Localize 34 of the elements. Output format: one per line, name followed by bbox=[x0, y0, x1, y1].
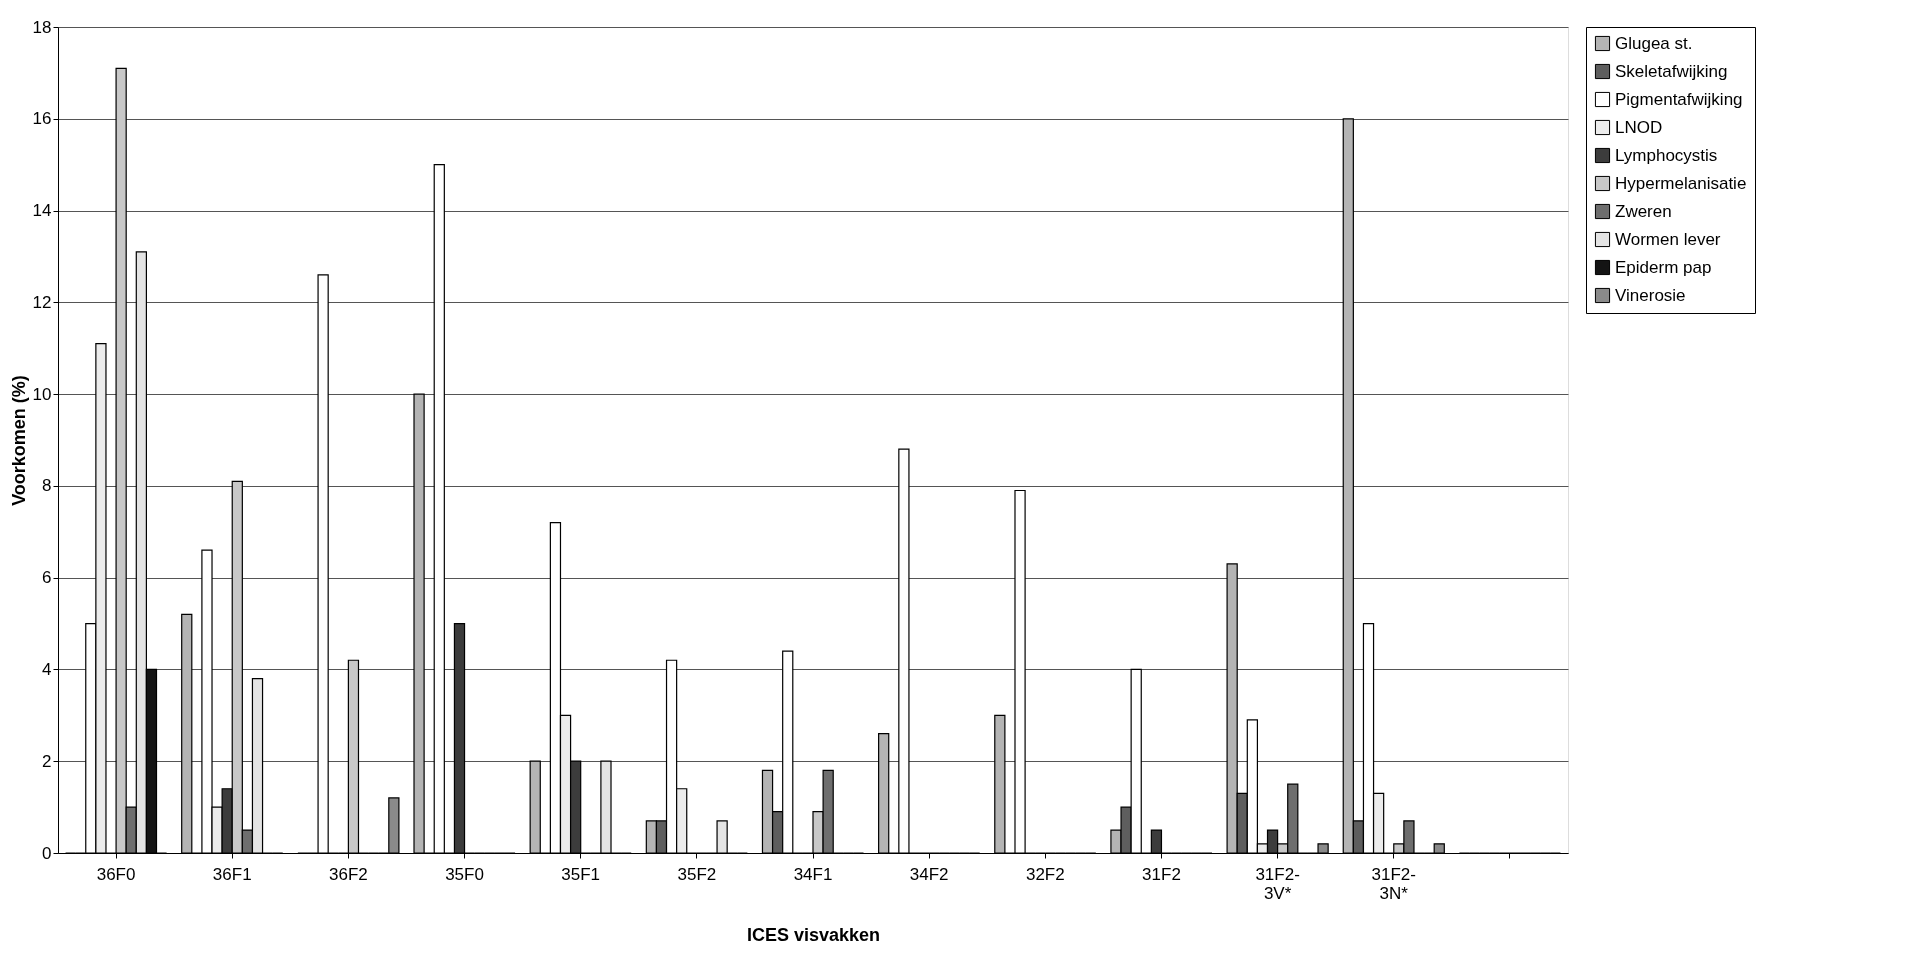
y-tick-label: 2 bbox=[42, 751, 52, 771]
x-axis-title: ICES visvakken bbox=[746, 924, 881, 945]
x-tick-label: 34F2 bbox=[909, 864, 949, 884]
legend-label: Vinerosie bbox=[1615, 285, 1686, 305]
x-tick-label: 36F2 bbox=[329, 864, 368, 884]
legend-label: Hypermelanisatie bbox=[1615, 173, 1747, 193]
x-tick-label: 32F2 bbox=[1025, 864, 1065, 884]
y-tick-label: 6 bbox=[42, 568, 52, 588]
x-tick-label: 31F2-3N* bbox=[1371, 864, 1416, 903]
y-tick-label: 0 bbox=[42, 843, 52, 863]
y-tick-label: 10 bbox=[32, 384, 52, 404]
y-tick-label: 8 bbox=[42, 476, 52, 496]
x-tick-label: 35F1 bbox=[561, 864, 601, 884]
legend-label: Epiderm pap bbox=[1615, 257, 1712, 277]
legend-label: LNOD bbox=[1615, 117, 1663, 137]
y-tick-label: 4 bbox=[42, 659, 52, 679]
legend-label: Wormen lever bbox=[1615, 229, 1721, 249]
legend-label: Zweren bbox=[1615, 201, 1672, 221]
x-tick-label: 31F2-3V* bbox=[1255, 864, 1300, 903]
y-axis-title: Voorkomen (%) bbox=[8, 375, 29, 506]
x-tick-label: 35F0 bbox=[445, 864, 484, 884]
x-tick-label: 36F1 bbox=[212, 864, 252, 884]
x-tick-label: 35F2 bbox=[677, 864, 717, 884]
x-tick-label: 31F2 bbox=[1142, 864, 1181, 884]
x-tick-label: 36F0 bbox=[96, 864, 136, 884]
y-tick-label: 18 bbox=[32, 17, 52, 37]
legend-label: Glugea st. bbox=[1615, 33, 1693, 53]
x-tick-label: 34F1 bbox=[793, 864, 833, 884]
legend-label: Skeletafwijking bbox=[1615, 61, 1728, 81]
legend-label: Pigmentafwijking bbox=[1615, 89, 1743, 109]
legend-label: Lymphocystis bbox=[1615, 145, 1718, 165]
y-tick-label: 12 bbox=[32, 292, 52, 312]
y-tick-label: 16 bbox=[32, 109, 52, 129]
y-tick-label: 14 bbox=[32, 201, 52, 221]
